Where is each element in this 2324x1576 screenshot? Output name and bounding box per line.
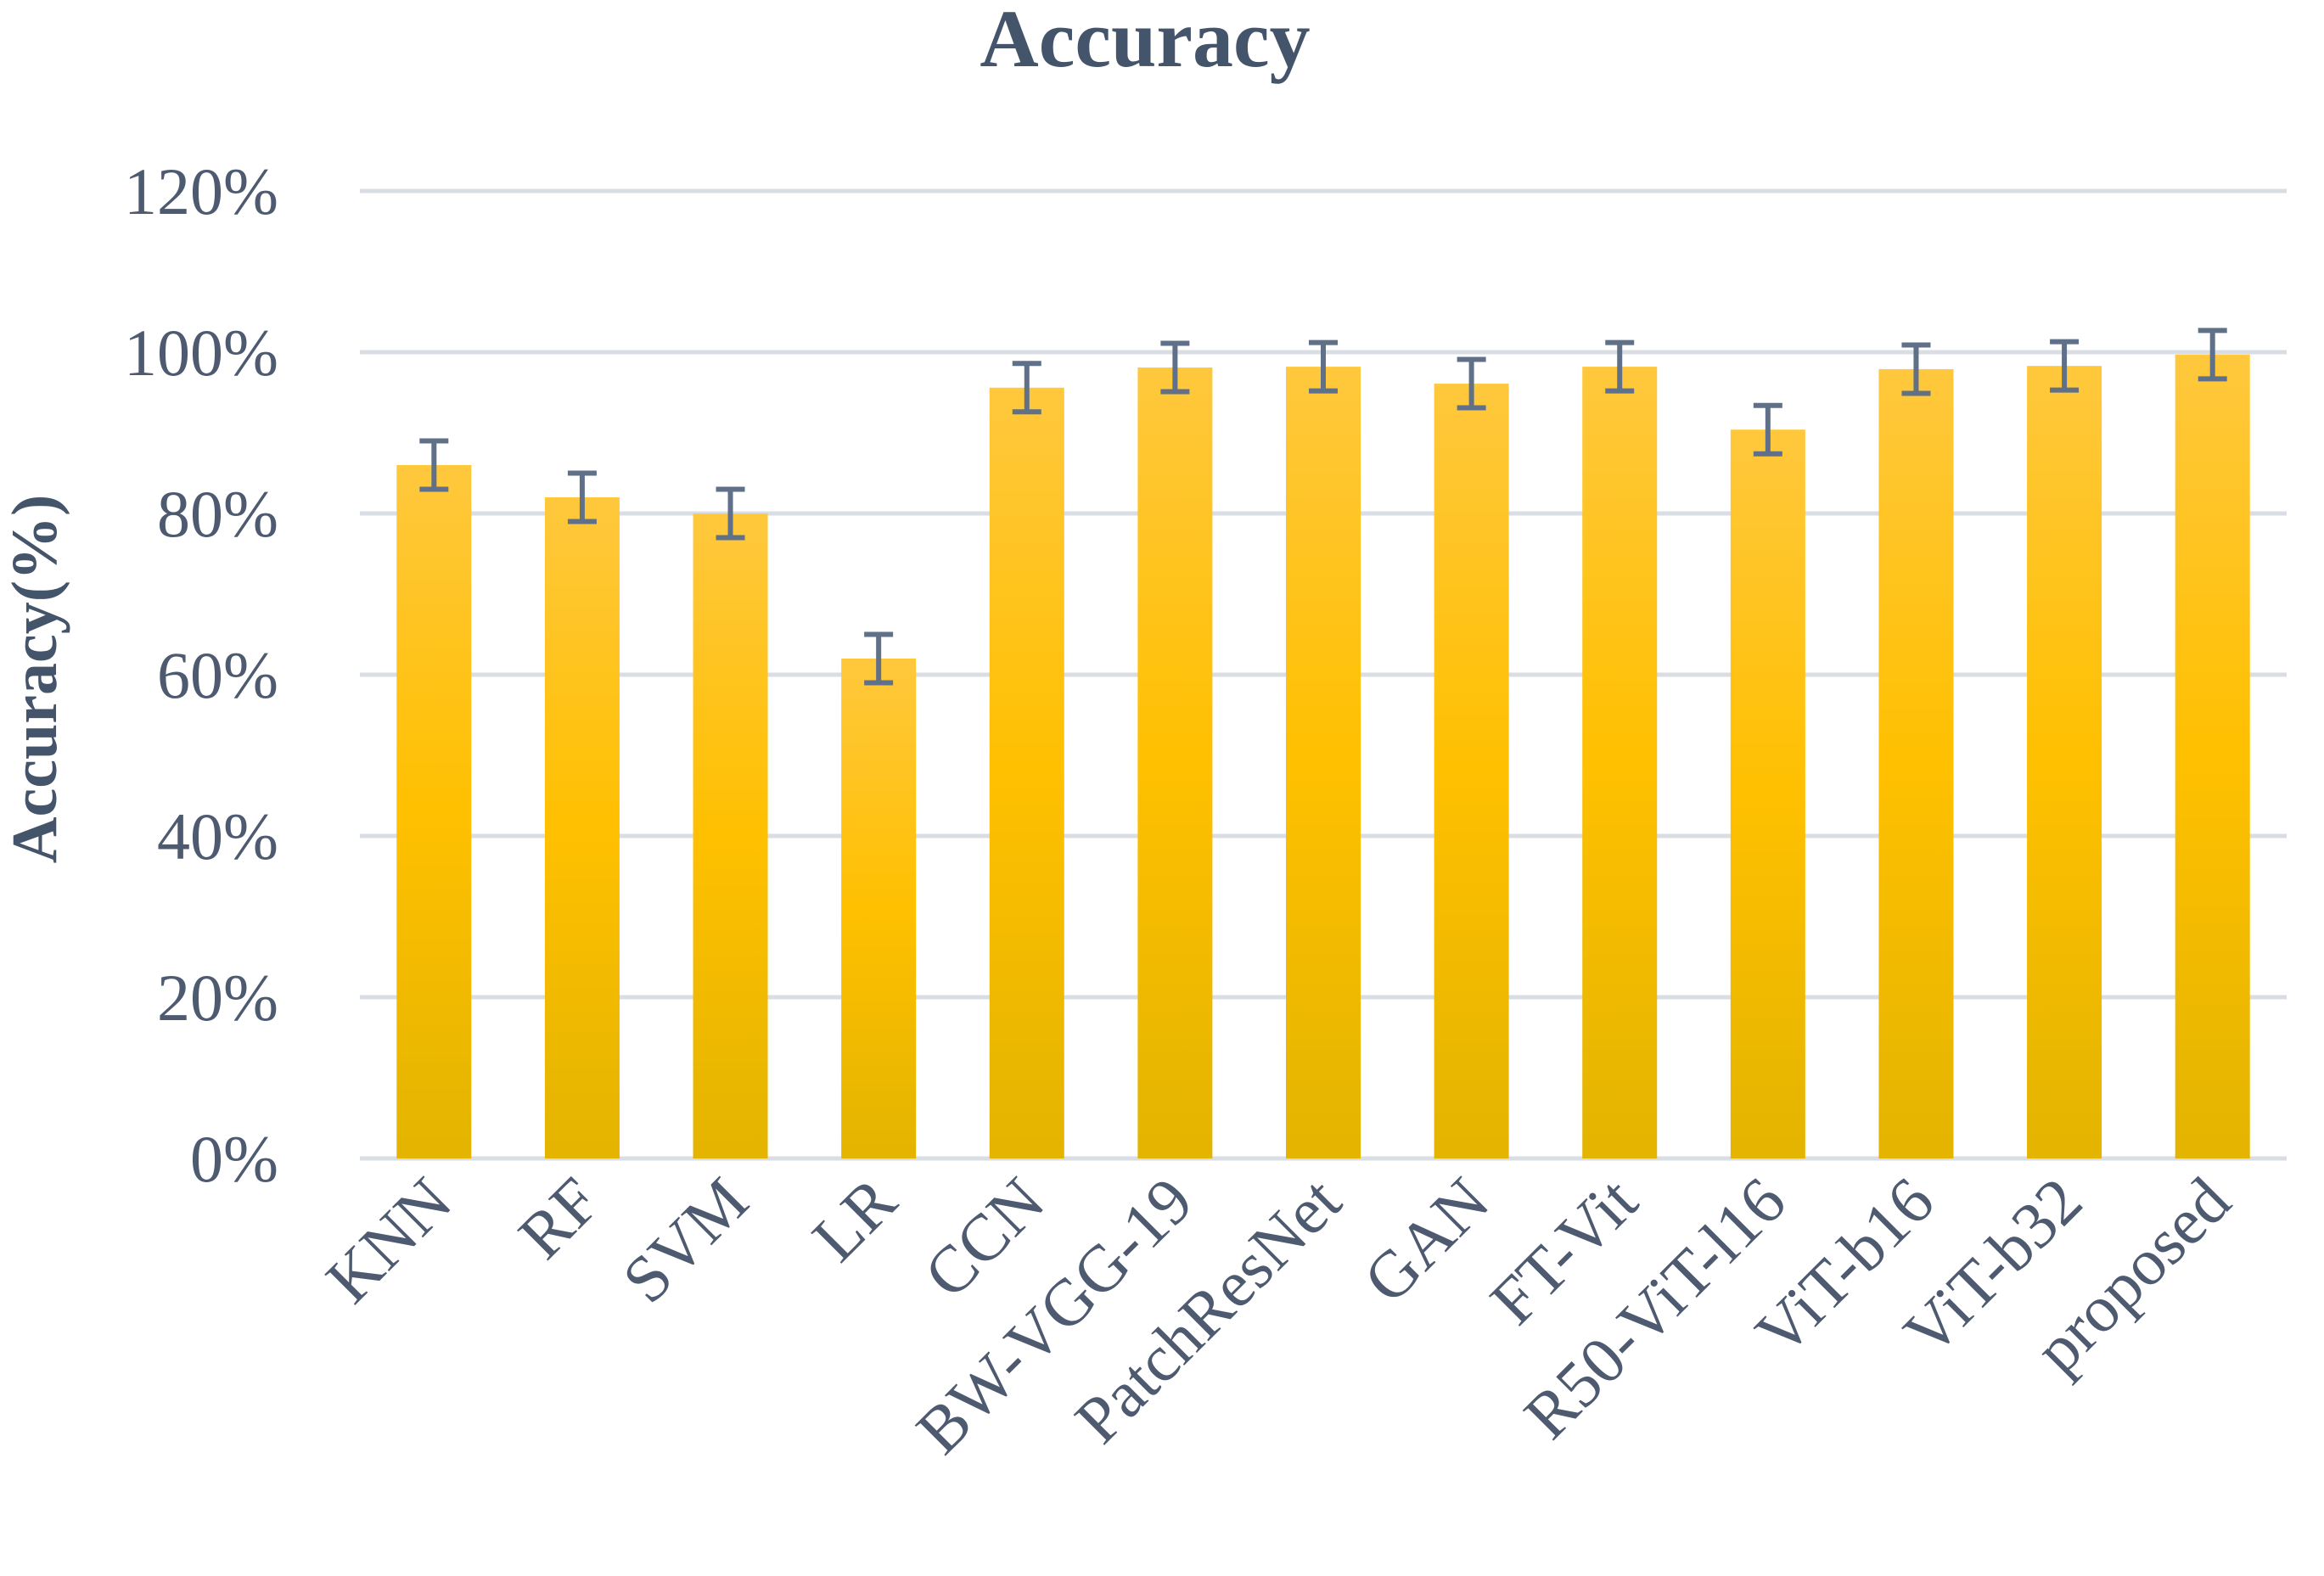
bar-vit-b16 [1878,368,1954,1158]
bar-rf [544,497,620,1158]
error-bar [1753,402,1782,457]
bar-svm [693,513,768,1158]
bar-ccn [989,387,1064,1158]
y-tick-label: 100% [124,316,278,390]
bars [396,354,2250,1159]
bar-vit-b32 [2027,366,2102,1158]
error-bar [2050,339,2080,393]
bar-gan [1434,384,1509,1158]
y-tick-label: 40% [157,799,278,873]
bar-ft-vit [1582,367,1658,1159]
bar-r50-vit-l16 [1730,429,1805,1158]
x-tick-label: LR [798,1164,910,1276]
y-tick-label: 60% [157,638,278,712]
error-bar [1457,356,1486,411]
error-bar [1901,342,1931,396]
error-bar [1012,361,1041,415]
x-tick-label: RF [504,1164,614,1273]
x-tick-label: GAN [1350,1164,1503,1317]
chart-title: Accuracy [980,0,1310,84]
bar-proposed [2175,354,2250,1159]
y-tick-label: 120% [124,154,278,228]
y-axis-label: Accuracy(%) [0,495,70,864]
y-tick-label: 80% [157,477,278,551]
error-bar [864,631,894,686]
error-bars [419,328,2227,686]
y-tick-label: 0% [190,1122,278,1196]
error-bar [567,470,597,524]
x-tick-label: KNN [312,1164,465,1317]
x-tick-label: SVM [608,1164,761,1317]
error-bar [419,438,449,492]
y-tick-label: 20% [157,961,278,1035]
bar-knn [396,465,472,1158]
bar-lr [841,659,917,1158]
error-bar [2198,328,2227,382]
error-bar [1309,339,1338,394]
error-bar [1605,339,1635,394]
bar-patchresnet [1286,367,1361,1159]
error-bar [716,486,745,541]
bar-bw-vgg-19 [1137,367,1213,1158]
error-bar [1160,340,1190,395]
y-axis-ticks: 0% 20% 40% 60% 80% 100% 120% [124,154,278,1196]
